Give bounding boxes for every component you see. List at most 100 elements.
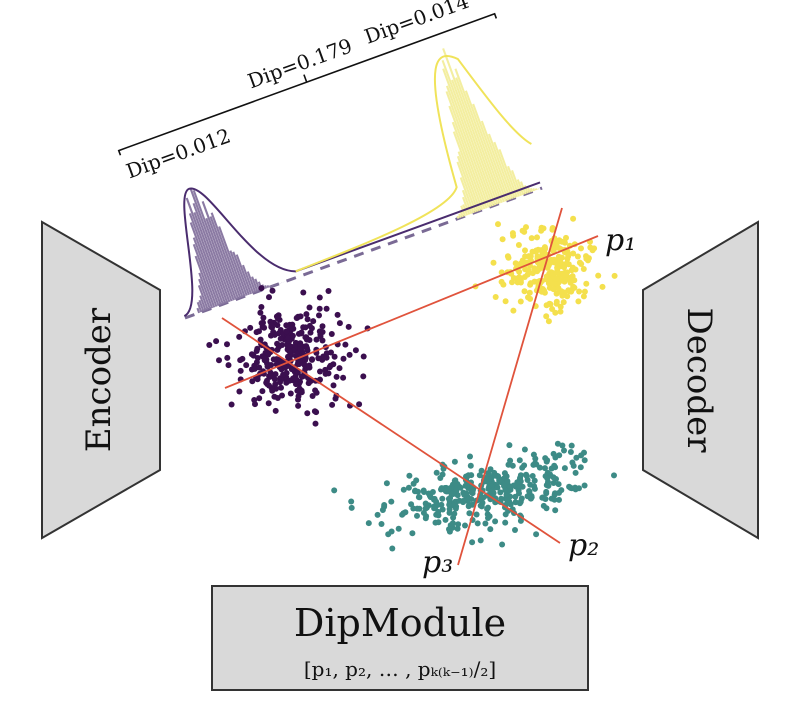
scatter-point-purple	[261, 324, 268, 331]
histogram-bar-purple	[235, 254, 253, 295]
scatter-point-teal	[383, 480, 390, 487]
histogram-bar-yellow	[507, 165, 521, 197]
scatter-point-teal	[505, 461, 512, 468]
histogram-bar-purple	[218, 226, 246, 297]
scatter-point-yellow	[510, 307, 517, 314]
scatter-point-teal	[559, 442, 566, 449]
scatter-point-purple	[356, 401, 363, 408]
scatter-point-yellow	[611, 272, 618, 279]
scatter-point-teal	[611, 472, 617, 479]
scatter-point-teal	[552, 507, 559, 514]
scatter-point-yellow	[527, 280, 534, 287]
density-curve-purple	[183, 181, 541, 318]
scatter-point-yellow	[541, 244, 548, 251]
scatter-point-purple	[317, 368, 323, 375]
scatter-point-purple	[293, 315, 300, 321]
scatter-point-purple	[345, 323, 352, 330]
scatter-point-purple	[295, 402, 302, 409]
histogram-bar-purple	[293, 277, 296, 279]
scatter-point-teal	[542, 455, 549, 462]
scatter-point-yellow	[574, 253, 581, 260]
scatter-point-teal	[467, 462, 474, 469]
scatter-point-teal	[504, 478, 511, 485]
scatter-point-yellow	[555, 285, 562, 292]
scatter-point-purple	[247, 324, 254, 331]
scatter-point-yellow	[512, 260, 519, 267]
scatter-point-purple	[277, 379, 283, 386]
scatter-point-yellow	[583, 255, 590, 262]
scatter-point-teal	[423, 501, 429, 508]
scatter-point-teal	[381, 502, 388, 508]
histogram-bar-yellow	[442, 48, 501, 204]
scatter-point-yellow	[525, 294, 531, 301]
histogram-bar-purple	[280, 282, 283, 284]
histogram-bar-purple	[251, 276, 259, 292]
scatter-point-yellow	[545, 318, 552, 325]
scatter-point-purple	[286, 377, 293, 384]
scatter-point-teal	[501, 483, 507, 489]
scatter-point-purple	[224, 354, 231, 361]
scatter-point-teal	[463, 474, 470, 481]
scatter-point-teal	[469, 539, 476, 546]
histogram-bar-purple	[271, 285, 274, 287]
scatter-point-purple	[269, 387, 276, 394]
scatter-point-purple	[258, 304, 265, 310]
scatter-point-purple	[284, 335, 291, 342]
scatter-point-teal	[433, 498, 440, 505]
histogram-bar-purple	[232, 251, 250, 296]
scatter-point-teal	[485, 513, 492, 520]
scatter-point-yellow	[543, 302, 550, 309]
scatter-point-purple	[310, 318, 317, 325]
scatter-point-teal	[478, 467, 485, 474]
scatter-point-yellow	[560, 299, 567, 306]
histogram-bar-purple	[185, 197, 227, 304]
scatter-point-teal	[581, 449, 587, 456]
scatter-point-teal	[388, 498, 395, 505]
scatter-point-yellow	[554, 264, 561, 271]
dip-module-params: [p₁, p₂, … , pₖ₍ₖ₋₁₎∕₂]	[304, 657, 496, 681]
histogram-bar-purple	[209, 216, 242, 299]
scatter-point-purple	[352, 347, 359, 354]
scatter-point-teal	[487, 466, 494, 473]
scatter-point-purple	[266, 294, 272, 301]
dip-module-title: DipModule	[294, 601, 506, 645]
scatter-point-teal	[446, 528, 453, 535]
scatter-point-purple	[288, 325, 295, 331]
histogram-bar-purple	[201, 201, 240, 300]
scatter-point-purple	[312, 387, 319, 394]
scatter-point-yellow	[535, 246, 542, 253]
scatter-point-purple	[268, 372, 275, 379]
scatter-point-teal	[462, 522, 468, 529]
decoder-label: Decoder	[679, 307, 719, 453]
scatter-point-teal	[504, 497, 511, 504]
scatter-point-teal	[448, 490, 455, 497]
histogram-bar-purple	[288, 279, 291, 281]
scatter-point-teal	[567, 484, 574, 491]
scatter-point-yellow	[504, 253, 511, 260]
scatter-point-purple	[228, 401, 235, 408]
histogram-bar-purple	[198, 278, 211, 310]
scatter-point-purple	[316, 305, 323, 312]
scatter-point-teal	[348, 498, 355, 505]
scatter-point-purple	[206, 342, 213, 348]
scatter-point-purple	[278, 384, 284, 391]
scatter-point-yellow	[570, 250, 577, 257]
scatter-point-purple	[336, 320, 343, 327]
scatter-point-yellow	[529, 270, 536, 277]
scatter-point-teal	[455, 521, 462, 528]
scatter-point-teal	[487, 526, 494, 533]
dip-label-purple: Dip=0.012	[123, 123, 234, 183]
scatter-point-yellow	[583, 280, 590, 287]
histogram-bar-purple	[205, 217, 237, 300]
histogram-bar-purple	[197, 284, 209, 311]
scatter-point-purple	[272, 407, 279, 414]
scatter-point-purple	[316, 294, 323, 301]
scatter-point-purple	[311, 408, 318, 415]
scatter-point-purple	[295, 393, 302, 400]
histogram-bar-purple	[199, 295, 207, 311]
dip-brackets	[117, 12, 498, 156]
scatter-point-purple	[261, 354, 268, 361]
scatter-point-yellow	[555, 253, 562, 260]
scatter-point-teal	[416, 505, 423, 512]
histogram-bar-purple	[266, 284, 270, 289]
